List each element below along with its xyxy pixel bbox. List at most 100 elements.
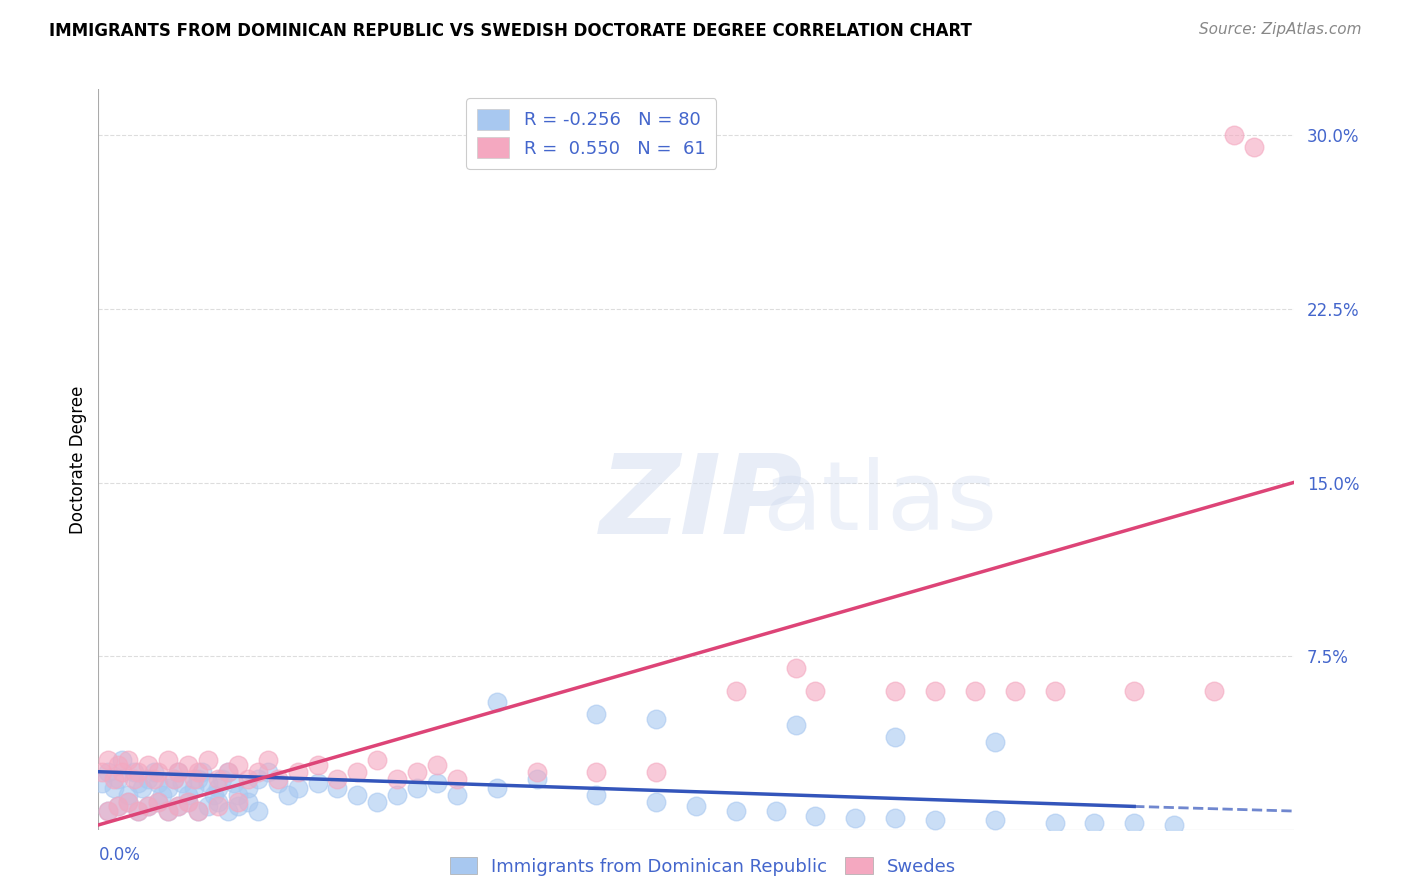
Point [103,780,125,795]
Point [236,795,259,809]
Point [1043,683,1066,698]
Text: Source: ZipAtlas.com: Source: ZipAtlas.com [1198,22,1361,37]
Point [724,804,747,818]
Point [217,804,239,818]
Point [157,804,180,818]
Point [844,811,866,825]
Point [131,780,153,795]
Point [246,764,269,779]
Point [117,795,139,809]
Point [127,804,149,818]
Point [406,780,429,795]
Point [984,814,1007,828]
Text: atlas: atlas [762,458,997,550]
Point [211,772,233,786]
Point [645,795,668,809]
Point [236,780,259,795]
Point [924,683,946,698]
Point [426,757,449,772]
Point [97,764,120,779]
Point [187,804,209,818]
Point [884,683,907,698]
Point [267,772,290,786]
Point [177,795,200,809]
Point [226,788,249,802]
Point [326,772,349,786]
Point [765,804,787,818]
Point [148,764,170,779]
Point [136,799,159,814]
Point [526,772,548,786]
Point [924,814,946,828]
Point [1083,815,1105,830]
Point [446,772,468,786]
Point [163,772,186,786]
Point [207,772,229,786]
Point [226,799,249,814]
Point [167,764,190,779]
Point [103,772,125,786]
Point [385,772,409,786]
Point [385,788,409,802]
Point [167,764,190,779]
Point [1043,815,1066,830]
Point [366,753,388,767]
Point [1123,683,1146,698]
Point [197,753,219,767]
Point [91,764,114,779]
Point [148,776,170,790]
Point [111,764,134,779]
Point [246,772,269,786]
Point [183,780,205,795]
Point [136,772,159,786]
Point [127,764,149,779]
Point [207,780,229,795]
Point [236,772,259,786]
Point [645,764,668,779]
Point [177,757,200,772]
Point [226,795,249,809]
Point [426,776,449,790]
Point [187,772,209,786]
Point [136,757,159,772]
Point [127,776,149,790]
Point [366,795,388,809]
Point [107,772,129,786]
Point [724,683,747,698]
Point [97,753,120,767]
Point [585,764,607,779]
Point [346,764,368,779]
Point [150,788,173,802]
Point [785,660,807,674]
Point [1123,815,1146,830]
Point [207,799,229,814]
Point [485,780,508,795]
Legend: R = -0.256   N = 80, R =  0.550   N =  61: R = -0.256 N = 80, R = 0.550 N = 61 [465,98,716,169]
Point [1004,683,1026,698]
Legend: Immigrants from Dominican Republic, Swedes: Immigrants from Dominican Republic, Swed… [443,850,963,883]
Y-axis label: Doctorate Degree: Doctorate Degree [69,385,87,533]
Point [187,804,209,818]
Point [157,780,180,795]
Point [207,795,229,809]
Point [804,808,827,822]
Point [256,764,278,779]
Point [585,788,607,802]
Point [167,799,190,814]
Point [1163,818,1185,832]
Point [526,764,548,779]
Point [256,753,278,767]
Point [124,764,146,779]
Point [197,799,219,814]
Point [307,757,329,772]
Point [884,730,907,744]
Point [127,804,149,818]
Point [117,753,139,767]
Point [167,799,190,814]
Point [163,772,186,786]
Point [177,795,200,809]
Point [148,795,170,809]
Point [143,772,166,786]
Point [1243,140,1265,154]
Point [143,764,166,779]
